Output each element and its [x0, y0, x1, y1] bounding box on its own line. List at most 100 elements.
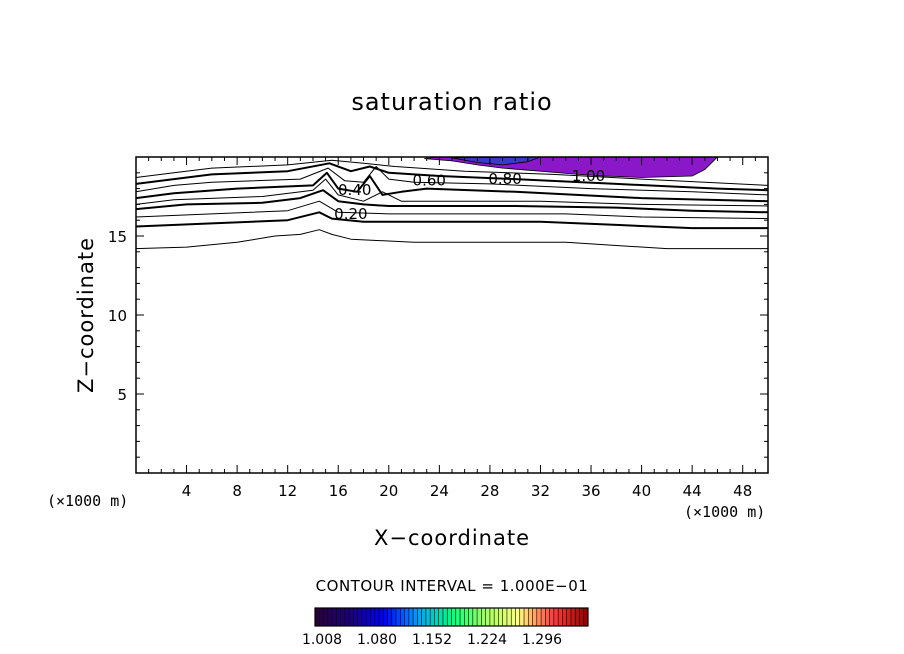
colorbar-tick-label: 1.080 [356, 632, 398, 648]
colorbar-swatch [519, 608, 525, 626]
colorbar-swatch [378, 608, 384, 626]
colorbar-swatch [583, 608, 588, 626]
contour-line-0.3 [135, 200, 769, 220]
contour-line-0.2 [135, 211, 768, 230]
colorbar [314, 607, 589, 627]
contour-line-0.6 [135, 171, 769, 203]
colorbar-swatch [344, 608, 350, 626]
x-axis-label: X−coordinate [374, 526, 530, 550]
colorbar-swatch [408, 608, 414, 626]
contour-labels: 0.20 0.40 0.60 0.80 1.00 [334, 167, 605, 223]
colorbar-swatch [468, 608, 473, 626]
y-tick-label: 15 [108, 228, 127, 246]
x-tick-label: 16 [329, 482, 348, 500]
colorbar-swatch [438, 608, 443, 626]
colorbar-swatch [511, 608, 516, 626]
colorbar-swatch [579, 608, 584, 626]
colorbar-tick-label: 1.296 [521, 632, 563, 648]
colorbar-swatch [361, 608, 367, 626]
y-axis-ticks: 5 10 15 [108, 172, 768, 458]
colorbar-swatch [374, 608, 379, 626]
colorbar-swatch [464, 608, 469, 626]
colorbar-swatch [485, 608, 490, 626]
x-tick-label: 40 [632, 482, 651, 500]
colorbar-swatch [575, 608, 580, 626]
colorbar-swatch [477, 608, 482, 626]
colorbar-swatch [455, 608, 461, 626]
colorbar-swatch [391, 608, 397, 626]
x-tick-label: 24 [430, 482, 449, 500]
x-tick-label: 36 [581, 482, 600, 500]
colorbar-swatch [498, 608, 503, 626]
contour-label-0: 0.20 [334, 205, 367, 223]
colorbar-swatch [396, 608, 401, 626]
colorbar-swatch [541, 608, 546, 626]
colorbar-swatch [494, 608, 499, 626]
colorbar-swatch [417, 608, 422, 626]
x-axis-ticks: 4 8 12 16 20 24 28 32 36 40 44 48 [148, 157, 756, 500]
colorbar-swatch [421, 608, 426, 626]
colorbar-swatch [413, 608, 418, 626]
contour-line-0.4 [135, 189, 769, 214]
colorbar-swatch [353, 608, 358, 626]
colorbar-swatch [570, 608, 576, 626]
contour-label-3: 0.80 [488, 170, 521, 188]
x-tick-label: 20 [379, 482, 398, 500]
contour-label-4: 1.00 [572, 167, 605, 185]
colorbar-swatch [536, 608, 542, 626]
x-tick-label: 12 [278, 482, 297, 500]
x-unit-right: (×1000 m) [684, 503, 766, 521]
colorbar-swatch [442, 608, 448, 626]
x-tick-label: 44 [683, 482, 702, 500]
y-tick-label: 5 [117, 386, 127, 404]
contour-line-0.5 [135, 178, 769, 207]
y-tick-label: 10 [108, 307, 127, 325]
colorbar-swatch [323, 608, 328, 626]
contour-lines [135, 159, 769, 250]
colorbar-swatch [387, 608, 392, 626]
colorbar-swatch [430, 608, 435, 626]
x-tick-label: 32 [531, 482, 550, 500]
colorbar-swatch [451, 608, 456, 626]
colorbar-swatch [549, 608, 554, 626]
colorbar-swatch [532, 608, 537, 626]
colorbar-swatch [434, 608, 439, 626]
colorbar-swatch [566, 608, 571, 626]
colorbar-swatch [524, 608, 529, 626]
colorbar-swatch [515, 608, 520, 626]
x-tick-label: 8 [232, 482, 242, 500]
contour-interval-text: CONTOUR INTERVAL = 1.000E−01 [315, 577, 589, 595]
contour-line-0.9 [135, 159, 769, 186]
contour-label-2: 0.60 [413, 172, 446, 190]
x-tick-label: 28 [480, 482, 499, 500]
colorbar-swatch [315, 608, 320, 626]
chart-title: saturation ratio [351, 88, 553, 116]
colorbar-swatch [528, 608, 533, 626]
colorbar-swatch [562, 608, 567, 626]
colorbar-swatch [400, 608, 405, 626]
colorbar-swatch [545, 608, 550, 626]
colorbar-swatch [425, 608, 431, 626]
colorbar-swatch [404, 608, 409, 626]
colorbar-swatch [502, 608, 507, 626]
colorbar-swatch [340, 608, 345, 626]
x-unit-left: (×1000 m) [47, 492, 129, 510]
colorbar-swatch [332, 608, 337, 626]
shaded-regions [424, 156, 719, 178]
colorbar-swatch [357, 608, 362, 626]
colorbar-swatch [472, 608, 478, 626]
colorbar-swatch [327, 608, 333, 626]
colorbar-frame [314, 607, 589, 627]
colorbar-swatch [349, 608, 354, 626]
contour-line-0.7 [135, 166, 769, 196]
colorbar-tick-label: 1.152 [411, 632, 453, 648]
colorbar-swatch [558, 608, 563, 626]
colorbar-swatch [506, 608, 512, 626]
colorbar-swatch [319, 608, 324, 626]
contour-line-0.8 [135, 162, 769, 192]
colorbar-tick-label: 1.008 [301, 632, 343, 648]
contour-label-1: 0.40 [338, 181, 371, 199]
colorbar-swatch [489, 608, 495, 626]
colorbar-swatch [366, 608, 371, 626]
